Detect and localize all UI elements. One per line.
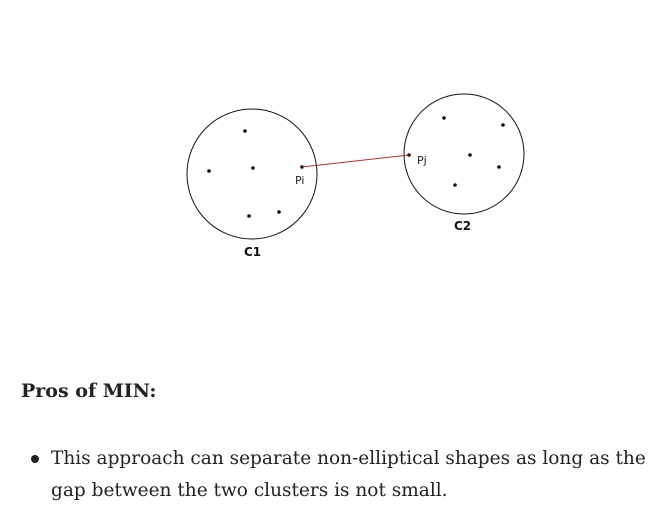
cluster-c2-label: C2 <box>454 219 471 233</box>
cluster-c2-circle <box>403 93 525 215</box>
bullet-icon <box>31 455 39 463</box>
section-heading: Pros of MIN: <box>21 380 157 402</box>
list-item-text: This approach can separate non-elliptica… <box>51 448 646 501</box>
cluster-c1-label: C1 <box>244 245 261 259</box>
pros-list: This approach can separate non-elliptica… <box>0 443 651 507</box>
cluster-c1-point <box>247 214 251 218</box>
cluster-c2-point <box>468 153 472 157</box>
cluster-c1-circle <box>186 108 318 240</box>
pj-label: Pj <box>417 154 427 167</box>
cluster-c2-point <box>497 165 501 169</box>
cluster-c1-point <box>207 169 211 173</box>
cluster-c2-point <box>442 116 446 120</box>
list-item: This approach can separate non-elliptica… <box>0 443 651 507</box>
min-distance-line <box>301 154 410 168</box>
cluster-c2-point <box>501 123 505 127</box>
cluster-c1-point <box>277 210 281 214</box>
cluster-diagram: Pi C1 Pj C2 <box>186 93 525 259</box>
cluster-c1-point <box>251 166 255 170</box>
pi-label: Pi <box>295 174 304 187</box>
cluster-c1-point <box>243 129 247 133</box>
cluster-c2-point <box>453 183 457 187</box>
